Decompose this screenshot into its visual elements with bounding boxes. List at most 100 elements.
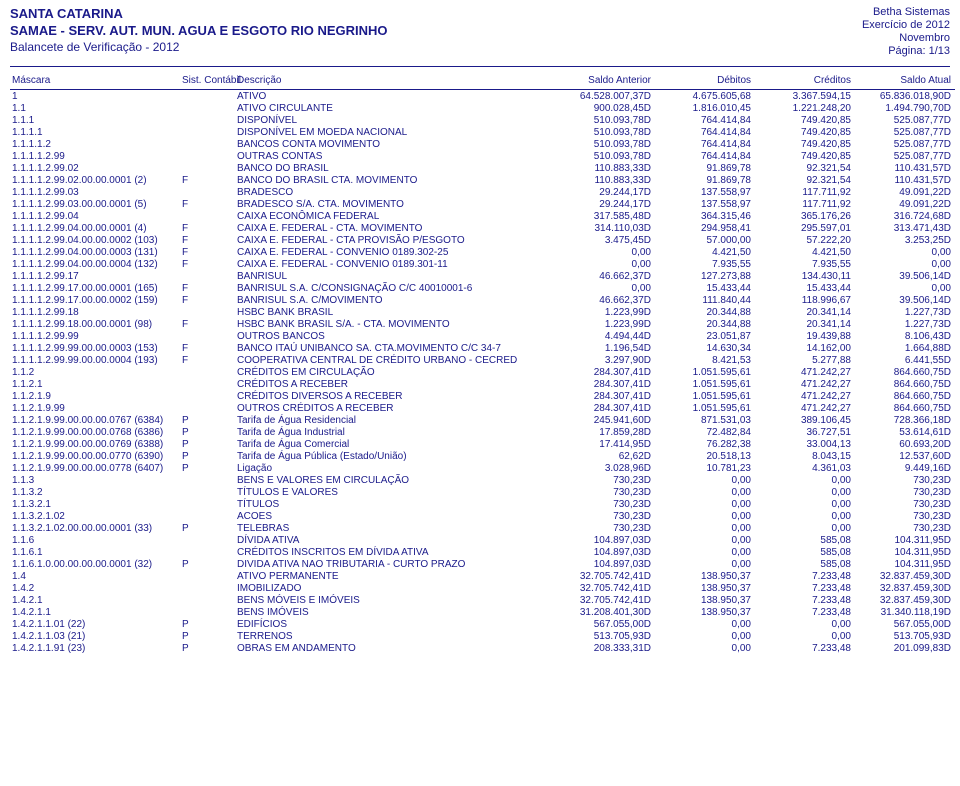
cell-mascara: 1.1.2.1.9.99.00.00.00.0768 (6386)	[10, 426, 180, 438]
cell-saldo-anterior: 284.307,41D	[555, 366, 655, 378]
cell-debitos: 4.675.605,68	[655, 90, 755, 103]
cell-sist	[180, 390, 235, 402]
cell-mascara: 1.1.1.1.2	[10, 138, 180, 150]
cell-descricao: Tarifa de Água Pública (Estado/União)	[235, 450, 555, 462]
cell-sist	[180, 378, 235, 390]
cell-debitos: 8.421,53	[655, 354, 755, 366]
cell-saldo-anterior: 17.414,95D	[555, 438, 655, 450]
table-row: 1.1.1.1.2.99.17.00.00.0002 (159)FBANRISU…	[10, 294, 955, 306]
cell-mascara: 1.1.1.1.2.99.17	[10, 270, 180, 282]
cell-creditos: 118.996,67	[755, 294, 855, 306]
cell-saldo-anterior: 46.662,37D	[555, 270, 655, 282]
cell-sist	[180, 570, 235, 582]
col-saldo-anterior: Saldo Anterior	[555, 73, 655, 90]
cell-descricao: OUTRAS CONTAS	[235, 150, 555, 162]
table-row: 1.1.1.1.2.99.04.00.00.0001 (4)FCAIXA E. …	[10, 222, 955, 234]
cell-creditos: 0,00	[755, 618, 855, 630]
cell-debitos: 0,00	[655, 486, 755, 498]
cell-debitos: 4.421,50	[655, 246, 755, 258]
cell-saldo-atual: 513.705,93D	[855, 630, 955, 642]
cell-debitos: 20.344,88	[655, 318, 755, 330]
cell-mascara: 1.1.1.1.2.99.18	[10, 306, 180, 318]
cell-mascara: 1.1.2	[10, 366, 180, 378]
cell-saldo-anterior: 3.297,90D	[555, 354, 655, 366]
cell-mascara: 1.1.1.1.2.99.99.00.00.0004 (193)	[10, 354, 180, 366]
cell-saldo-atual: 39.506,14D	[855, 294, 955, 306]
cell-mascara: 1.1.1.1.2.99.04.00.00.0002 (103)	[10, 234, 180, 246]
cell-mascara: 1.1.6.1.0.00.00.00.00.0001 (32)	[10, 558, 180, 570]
cell-descricao: ACOES	[235, 510, 555, 522]
cell-creditos: 7.935,55	[755, 258, 855, 270]
cell-debitos: 294.958,41	[655, 222, 755, 234]
cell-sist	[180, 306, 235, 318]
cell-sist	[180, 594, 235, 606]
cell-debitos: 0,00	[655, 558, 755, 570]
table-row: 1.1.2.1.9.99.00.00.00.0768 (6386)PTarifa…	[10, 426, 955, 438]
cell-debitos: 7.935,55	[655, 258, 755, 270]
table-row: 1.1.1.1.2.99.99OUTROS BANCOS4.494,44D23.…	[10, 330, 955, 342]
cell-saldo-anterior: 208.333,31D	[555, 642, 655, 654]
cell-sist: F	[180, 354, 235, 366]
cell-debitos: 138.950,37	[655, 606, 755, 618]
cell-sist: P	[180, 414, 235, 426]
cell-mascara: 1.1.2.1.9.99.00.00.00.0770 (6390)	[10, 450, 180, 462]
cell-descricao: HSBC BANK BRASIL	[235, 306, 555, 318]
cell-mascara: 1.1.2.1.9.99	[10, 402, 180, 414]
cell-creditos: 33.004,13	[755, 438, 855, 450]
cell-descricao: CRÉDITOS EM CIRCULAÇÃO	[235, 366, 555, 378]
cell-saldo-anterior: 110.883,33D	[555, 174, 655, 186]
cell-saldo-anterior: 31.208.401,30D	[555, 606, 655, 618]
cell-descricao: OBRAS EM ANDAMENTO	[235, 642, 555, 654]
cell-saldo-anterior: 46.662,37D	[555, 294, 655, 306]
cell-descricao: Tarifa de Água Comercial	[235, 438, 555, 450]
cell-sist	[180, 90, 235, 103]
cell-sist	[180, 162, 235, 174]
cell-descricao: TELEBRAS	[235, 522, 555, 534]
cell-saldo-anterior: 284.307,41D	[555, 390, 655, 402]
cell-debitos: 137.558,97	[655, 198, 755, 210]
table-header-row: Máscara Sist. Contábil Descrição Saldo A…	[10, 73, 955, 90]
cell-debitos: 91.869,78	[655, 162, 755, 174]
cell-saldo-anterior: 513.705,93D	[555, 630, 655, 642]
cell-saldo-atual: 313.471,43D	[855, 222, 955, 234]
cell-descricao: OUTROS BANCOS	[235, 330, 555, 342]
cell-creditos: 471.242,27	[755, 366, 855, 378]
cell-debitos: 20.518,13	[655, 450, 755, 462]
cell-mascara: 1.1.1.1.2.99.03.00.00.0001 (5)	[10, 198, 180, 210]
col-debitos: Débitos	[655, 73, 755, 90]
cell-creditos: 0,00	[755, 474, 855, 486]
table-row: 1.1.1.1.2.99.03BRADESCO29.244,17D137.558…	[10, 186, 955, 198]
cell-saldo-atual: 525.087,77D	[855, 150, 955, 162]
cell-mascara: 1.4	[10, 570, 180, 582]
cell-saldo-atual: 3.253,25D	[855, 234, 955, 246]
cell-saldo-atual: 316.724,68D	[855, 210, 955, 222]
cell-mascara: 1	[10, 90, 180, 103]
cell-mascara: 1.1	[10, 102, 180, 114]
cell-saldo-anterior: 510.093,78D	[555, 126, 655, 138]
cell-creditos: 0,00	[755, 498, 855, 510]
table-row: 1.1ATIVO CIRCULANTE900.028,45D1.816.010,…	[10, 102, 955, 114]
cell-descricao: Ligação	[235, 462, 555, 474]
cell-debitos: 1.051.595,61	[655, 390, 755, 402]
cell-creditos: 36.727,51	[755, 426, 855, 438]
cell-debitos: 0,00	[655, 474, 755, 486]
cell-creditos: 134.430,11	[755, 270, 855, 282]
cell-sist: F	[180, 282, 235, 294]
cell-mascara: 1.1.1.1.2.99.99	[10, 330, 180, 342]
cell-descricao: BANCO DO BRASIL CTA. MOVIMENTO	[235, 174, 555, 186]
cell-mascara: 1.1.1.1.2.99.04.00.00.0003 (131)	[10, 246, 180, 258]
cell-sist: F	[180, 198, 235, 210]
table-row: 1.1.1.1.2.99.17.00.00.0001 (165)FBANRISU…	[10, 282, 955, 294]
table-row: 1.1.1.1.2.99.04.00.00.0004 (132)FCAIXA E…	[10, 258, 955, 270]
cell-descricao: CRÉDITOS DIVERSOS A RECEBER	[235, 390, 555, 402]
cell-sist: F	[180, 318, 235, 330]
cell-debitos: 72.482,84	[655, 426, 755, 438]
cell-descricao: BENS IMÓVEIS	[235, 606, 555, 618]
cell-saldo-atual: 1.494.790,70D	[855, 102, 955, 114]
cell-descricao: CRÉDITOS INSCRITOS EM DÍVIDA ATIVA	[235, 546, 555, 558]
cell-mascara: 1.1.1.1.2.99.17.00.00.0002 (159)	[10, 294, 180, 306]
col-descricao: Descrição	[235, 73, 555, 90]
cell-mascara: 1.1.2.1.9.99.00.00.00.0767 (6384)	[10, 414, 180, 426]
cell-creditos: 20.341,14	[755, 318, 855, 330]
cell-saldo-atual: 8.106,43D	[855, 330, 955, 342]
